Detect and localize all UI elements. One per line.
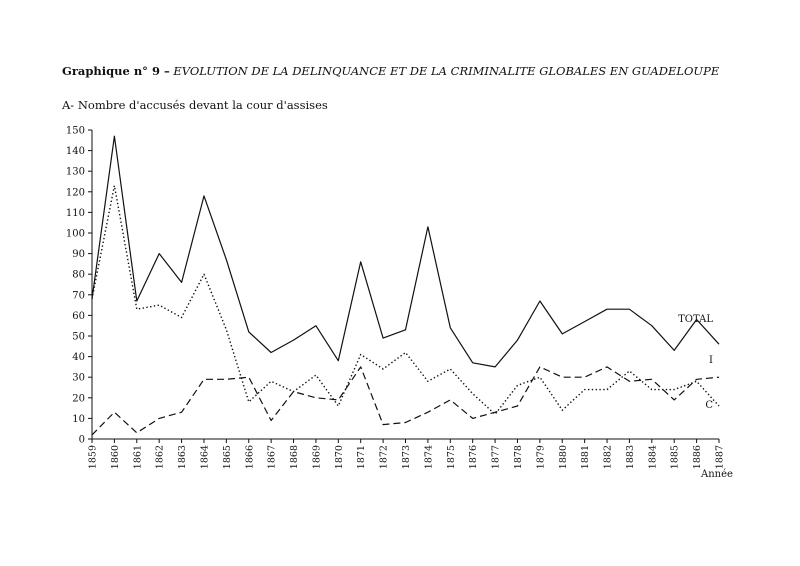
x-tick-label: 1886 [692,445,703,469]
series-label-c: C [705,400,713,411]
y-tick-label: 90 [72,249,85,260]
x-tick-label: 1884 [647,445,658,469]
x-tick-label: 1882 [603,445,614,469]
x-tick-label: 1867 [267,445,278,469]
x-tick-label: 1870 [334,445,345,469]
y-tick-label: 130 [66,167,85,178]
x-tick-label: 1864 [199,445,210,469]
y-tick-label: 100 [66,229,85,240]
y-tick-label: 110 [66,208,85,219]
x-tick-label: 1859 [88,445,99,469]
x-tick-label: 1885 [670,445,681,469]
x-tick-label: 1873 [401,445,412,469]
x-tick-label: 1874 [423,445,434,469]
x-tick-label: 1878 [513,445,524,469]
y-tick-label: 80 [72,270,85,281]
y-tick-label: 20 [72,393,85,404]
x-tick-label: 1871 [356,445,367,469]
x-tick-label: 1863 [177,445,188,469]
y-tick-label: 140 [66,146,85,157]
chart-subtitle: A- Nombre d'accusés devant la cour d'ass… [62,98,328,112]
x-tick-label: 1869 [311,445,322,469]
series-label-i: I [709,355,713,366]
x-tick-label: 1866 [244,445,255,469]
chart-heading: Graphique n° 9 – EVOLUTION DE LA DELINQU… [62,64,719,78]
chart-series [91,135,720,436]
x-tick-label: 1861 [132,445,143,469]
series-line-c [91,184,720,415]
y-tick-label: 50 [72,332,85,343]
chart-heading-title: EVOLUTION DE LA DELINQUANCE ET DE LA CRI… [173,64,720,78]
y-tick-label: 150 [66,126,85,137]
series-line-total [91,135,720,368]
x-tick-label: 1881 [580,445,591,469]
x-tick-label: 1879 [535,445,546,469]
x-tick-label: 1865 [222,445,233,469]
chart-axes: 0 10 20 30 40 50 60 70 80 90 100 110 120 130 140 150 185… [66,126,733,481]
y-tick-label: 30 [72,373,85,384]
x-tick-label: 1887 [715,445,726,469]
x-tick-label: 1860 [110,445,121,469]
x-axis-title: Année [700,469,733,480]
x-tick-label: 1883 [625,445,636,469]
series-label-total: TOTAL [678,314,713,325]
y-tick-label: 120 [66,187,85,198]
x-tick-label: 1872 [379,445,390,469]
chart-series-labels: TOTAL I C [678,314,713,411]
y-tick-label: 0 [79,435,85,446]
x-tick-label: 1877 [491,445,502,469]
y-tick-label: 40 [72,352,85,363]
x-tick-label: 1868 [289,445,300,469]
y-tick-label: 70 [72,290,85,301]
x-tick-label: 1876 [468,445,479,469]
x-tick-label: 1862 [155,445,166,469]
x-tick-label: 1880 [558,445,569,469]
series-line-i [91,366,720,436]
y-tick-label: 10 [72,414,85,425]
chart-heading-number: Graphique n° 9 – [62,64,170,78]
x-tick-label: 1875 [446,445,457,469]
y-tick-label: 60 [72,311,85,322]
